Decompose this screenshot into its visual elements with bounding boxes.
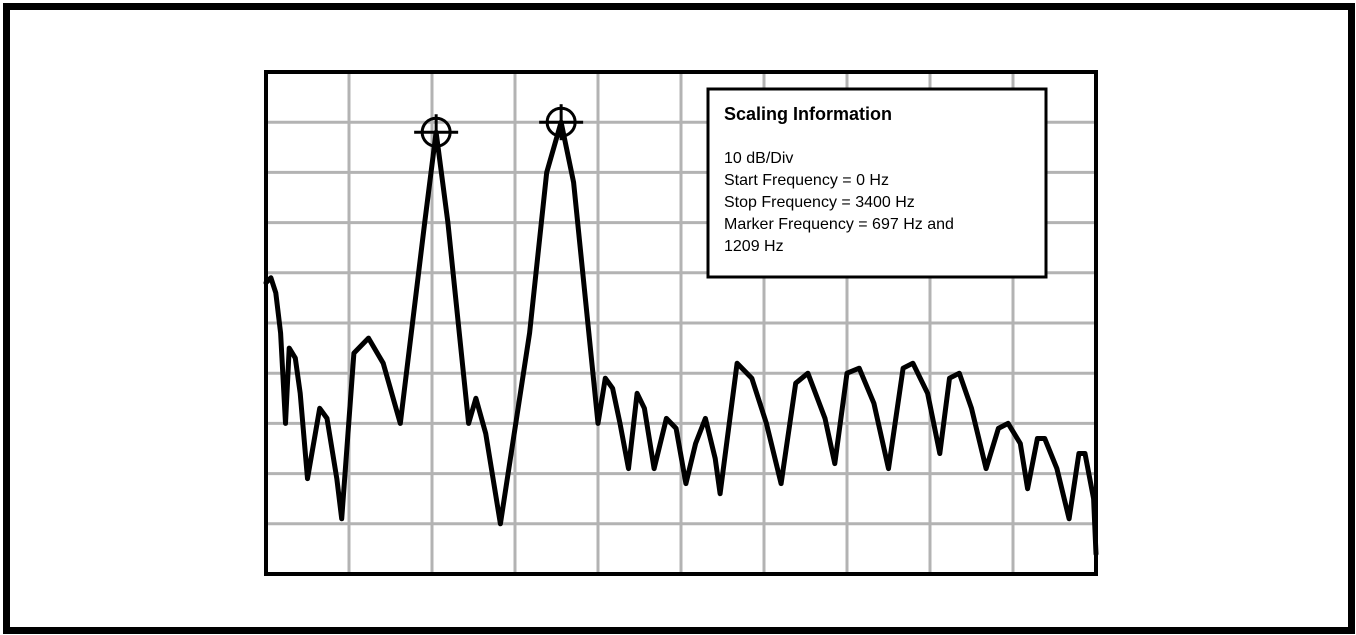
info-box-border xyxy=(706,87,1048,279)
info-line-marker-cont: 1209 Hz xyxy=(724,238,784,255)
marker-layer xyxy=(414,104,584,151)
peak-marker-icon xyxy=(414,114,459,151)
info-line-start: Start Frequency = 0 Hz xyxy=(724,172,889,189)
plot-border xyxy=(264,70,1098,576)
info-line-scale: 10 dB/Div xyxy=(724,150,793,167)
info-box-title: Scaling Information xyxy=(724,104,892,124)
spectrum-trace xyxy=(263,119,1099,557)
info-line-stop: Stop Frequency = 3400 Hz xyxy=(724,194,915,211)
scaling-info-box: Scaling Information 10 dB/Div Start Freq… xyxy=(706,87,1048,279)
info-line-marker: Marker Frequency = 697 Hz and xyxy=(724,216,954,233)
trace-layer xyxy=(263,119,1099,557)
peak-marker-icon xyxy=(539,104,584,141)
